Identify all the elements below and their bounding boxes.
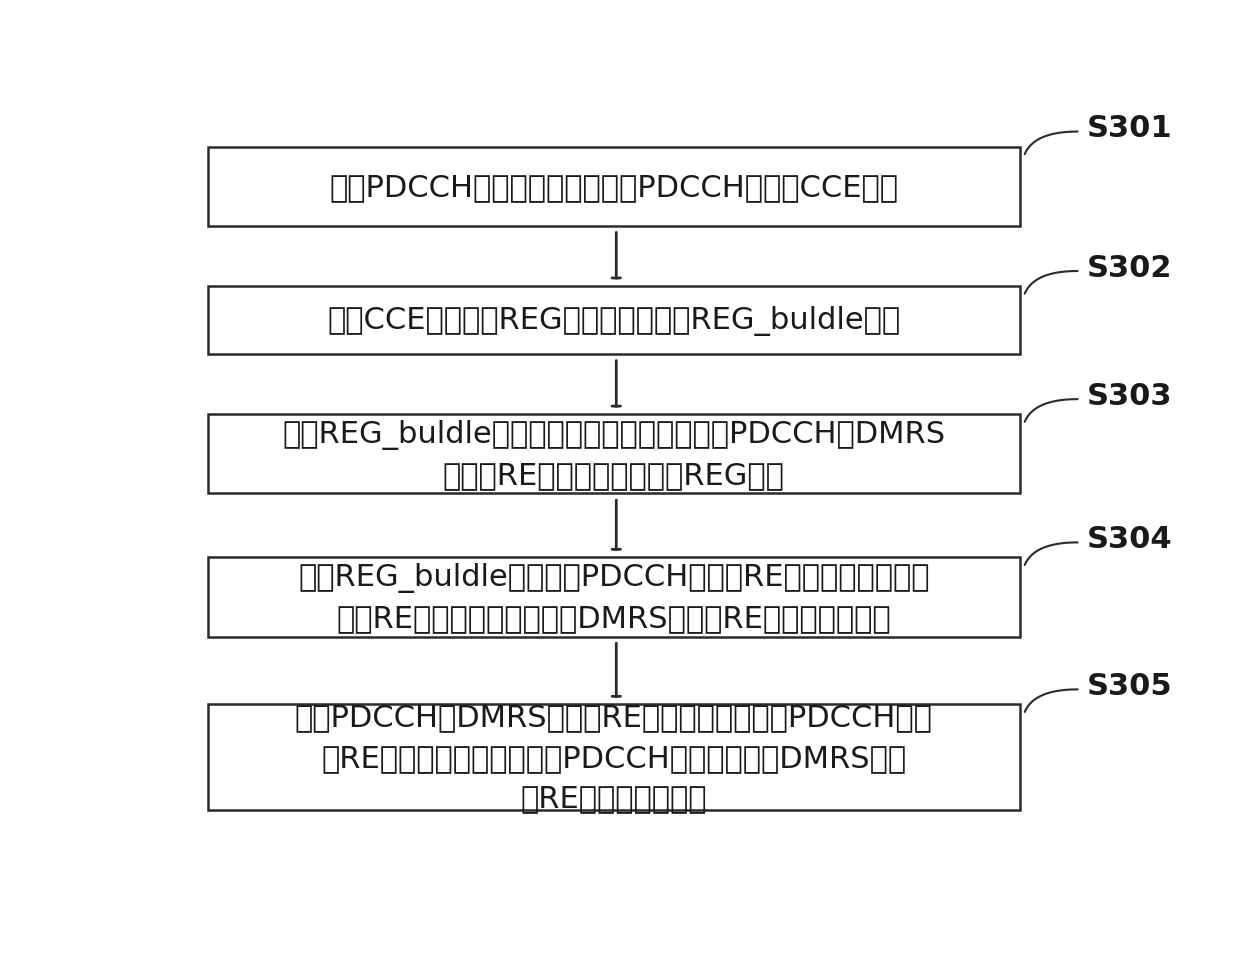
Bar — [208, 415, 1019, 494]
Text: S304: S304 — [1087, 524, 1173, 554]
Bar — [208, 705, 1019, 810]
Text: 依据PDCCH的DMRS占用的RE资源的绝对索引和PDCCH占用
的RE资源的绝对索引，计算PDCCH占用的不包含DMRS占用
的RE资源的绝对索引: 依据PDCCH的DMRS占用的RE资源的绝对索引和PDCCH占用 的RE资源的绝… — [295, 702, 932, 813]
Bar — [208, 148, 1019, 227]
Text: 根据PDCCH的相关配置信息计算PDCCH占用的CCE索引: 根据PDCCH的相关配置信息计算PDCCH占用的CCE索引 — [330, 172, 898, 201]
Text: 基于REG_buldle索引以及相应配置参数，计算PDCCH的DMRS
占用的RE资源的绝对索引和REG索引: 基于REG_buldle索引以及相应配置参数，计算PDCCH的DMRS 占用的R… — [283, 420, 945, 490]
Bar — [208, 557, 1019, 637]
Text: S302: S302 — [1087, 253, 1173, 283]
Text: 依据CCE索引以及REG是否交织，计算REG_buldle索引: 依据CCE索引以及REG是否交织，计算REG_buldle索引 — [327, 306, 900, 335]
Text: S305: S305 — [1087, 672, 1173, 700]
Bar — [208, 287, 1019, 355]
Text: S303: S303 — [1087, 381, 1173, 411]
Text: 根据REG_buldle索引计算PDCCH占用的RE资源的绝对索引，
所述RE资源的绝对索引包含DMRS占用的RE资源的绝对索引: 根据REG_buldle索引计算PDCCH占用的RE资源的绝对索引， 所述RE资… — [298, 562, 930, 633]
Text: S301: S301 — [1087, 114, 1173, 143]
